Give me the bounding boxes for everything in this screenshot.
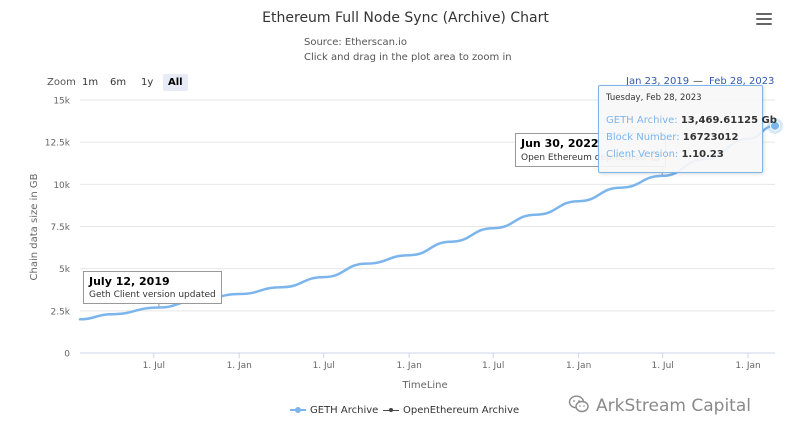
- tooltip-key: GETH Archive:: [606, 115, 681, 126]
- range-separator: —: [693, 76, 703, 87]
- y-tick-label: 15k: [53, 97, 70, 107]
- tooltip-key: Client Version:: [606, 149, 682, 160]
- x-tick-label: 1. Jul: [482, 361, 504, 371]
- x-tick-label: 1. Jan: [396, 361, 421, 371]
- zoom-button-6m[interactable]: 6m: [105, 74, 132, 91]
- legend-symbol: [290, 406, 306, 414]
- x-tick-label: 1. Jan: [566, 361, 591, 371]
- flag-title: July 12, 2019: [89, 275, 170, 288]
- tooltip-date: Tuesday, Feb 28, 2023: [606, 93, 702, 103]
- tooltip-row-client: Client Version: 1.10.23: [606, 149, 724, 160]
- highlight-point[interactable]: [770, 120, 780, 131]
- x-tick-label: 1. Jan: [227, 361, 252, 371]
- y-tick-label: 7.5k: [50, 223, 70, 233]
- chart-subtitle-source: Source: Etherscan.io: [304, 37, 407, 48]
- x-tick-label: 1. Jan: [735, 361, 760, 371]
- legend-item-openethereum-archive[interactable]: OpenEthereum Archive: [383, 405, 519, 416]
- zoom-button-1m[interactable]: 1m: [77, 74, 104, 91]
- tooltip-row-geth: GETH Archive: 13,469.61125 Gb: [606, 115, 777, 126]
- flag-geth-update[interactable]: July 12, 2019 Geth Client version update…: [83, 271, 222, 304]
- legend-symbol: [383, 406, 399, 414]
- x-tick-label: 1. Jul: [651, 361, 673, 371]
- watermark-text: ArkStream Capital: [596, 396, 751, 416]
- chart-subtitle-hint: Click and drag in the plot area to zoom …: [304, 52, 512, 63]
- watermark: ArkStream Capital: [568, 393, 751, 416]
- chart-title: Ethereum Full Node Sync (Archive) Chart: [262, 10, 549, 26]
- legend-item-geth-archive[interactable]: GETH Archive: [290, 405, 378, 416]
- flag-text: Geth Client version updated: [89, 290, 216, 300]
- tooltip-value: 16723012: [682, 132, 739, 143]
- y-tick-label: 2.5k: [50, 307, 70, 317]
- tooltip-key: Block Number:: [606, 132, 683, 143]
- y-tick-label: 0: [64, 350, 70, 360]
- y-axis-title: Chain data size in GB: [29, 173, 40, 280]
- tooltip: Tuesday, Feb 28, 2023 GETH Archive: 13,4…: [598, 85, 777, 173]
- zoom-label: Zoom: [47, 77, 76, 88]
- zoom-button-1y[interactable]: 1y: [136, 74, 159, 91]
- x-tick-label: 1. Jul: [143, 361, 165, 371]
- x-axis-title: TimeLine: [401, 380, 447, 391]
- tooltip-row-block: Block Number: 16723012: [606, 132, 738, 143]
- tooltip-value: 13,469.61125 Gb: [680, 115, 777, 126]
- zoom-button-all[interactable]: All: [163, 74, 188, 91]
- y-tick-label: 10k: [53, 181, 70, 191]
- wechat-icon: [568, 395, 589, 413]
- range-from-input[interactable]: Jan 23, 2019: [626, 76, 690, 87]
- hamburger-menu-icon[interactable]: [756, 13, 772, 27]
- range-to-input[interactable]: Feb 28, 2023: [709, 76, 775, 87]
- y-tick-label: 5k: [59, 265, 71, 275]
- legend-label: GETH Archive: [310, 405, 379, 416]
- flag-title: Jun 30, 2022: [521, 137, 599, 150]
- legend-label: OpenEthereum Archive: [403, 405, 520, 416]
- x-tick-label: 1. Jul: [313, 361, 335, 371]
- flag-text: Open Ethereum deprecated: [521, 153, 646, 163]
- y-tick-label: 12.5k: [45, 139, 71, 149]
- tooltip-value: 1.10.23: [681, 149, 724, 160]
